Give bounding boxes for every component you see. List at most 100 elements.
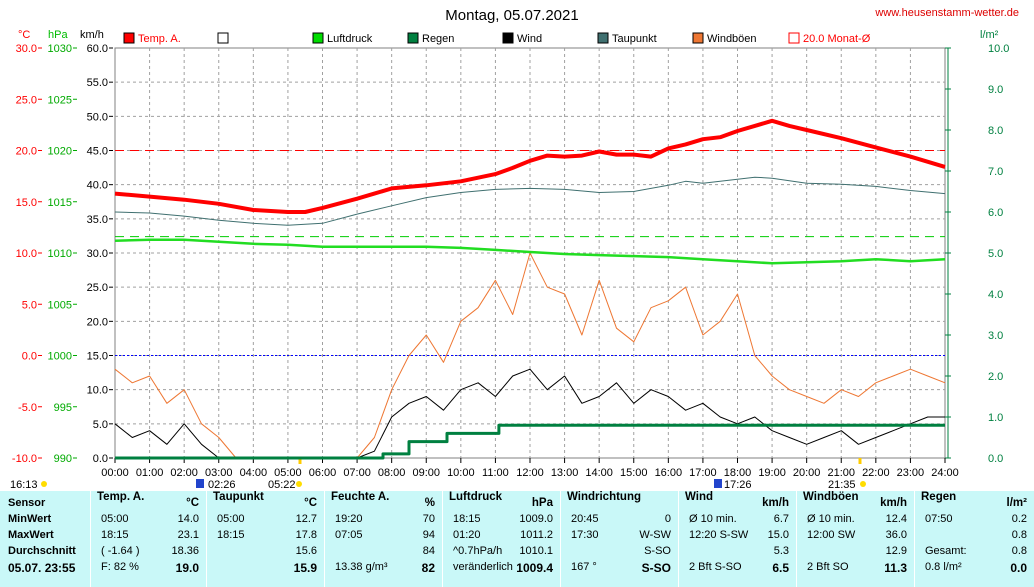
rain-tick-label: 6.0 bbox=[988, 207, 1003, 219]
cell-sub: 01:20 bbox=[453, 529, 481, 541]
legend-label: Wind bbox=[517, 33, 542, 45]
site-link[interactable]: www.heusenstamm-wetter.de bbox=[874, 7, 1019, 19]
speed-tick-label: 35.0 bbox=[87, 214, 108, 226]
cell-value: 19.0 bbox=[175, 561, 199, 575]
legend-label: 20.0 Monat-Ø bbox=[803, 33, 871, 45]
time-tick-label: 13:00 bbox=[551, 467, 579, 479]
time-tick-label: 05:00 bbox=[274, 467, 302, 479]
rain-tick-label: 7.0 bbox=[988, 166, 1003, 178]
speed-tick-label: 30.0 bbox=[87, 248, 108, 260]
cell-value: 14.0 bbox=[177, 513, 199, 525]
table-column: Feuchte A.% 19:20 70 07:05 94 84 13.38 g/m³ 82 bbox=[324, 491, 443, 587]
table-column: Windböen km/h Ø 10 min. 12.4 12:00 SW 36.0 12.… bbox=[796, 491, 915, 587]
cell-sub: F: 82 % bbox=[101, 561, 139, 573]
legend-swatch bbox=[123, 32, 135, 44]
temp-tick-label: 30.0 bbox=[16, 43, 37, 55]
cell-sub: 167 ° bbox=[571, 561, 597, 573]
column-title: Regen bbox=[921, 491, 957, 503]
time-tick-label: 18:00 bbox=[724, 467, 752, 479]
series-temp-a bbox=[114, 118, 946, 214]
temp-tick-label: -10.0 bbox=[12, 453, 37, 465]
pressure-tick-label: 1010 bbox=[48, 248, 72, 260]
temp-tick-label: 20.0 bbox=[16, 146, 37, 158]
pressure-tick-label: 1000 bbox=[48, 351, 72, 363]
cell-sub: ^0.7hPa/h bbox=[453, 545, 503, 557]
cell-value: 15.6 bbox=[295, 545, 317, 557]
time-tick-label: 06:00 bbox=[309, 467, 337, 479]
row-label: MinWert bbox=[8, 513, 52, 525]
cell-value: 15.9 bbox=[293, 561, 317, 575]
legend-label: Regen bbox=[422, 33, 454, 45]
sunset-icon bbox=[860, 481, 866, 487]
time-tick-label: 04:00 bbox=[240, 467, 268, 479]
chart-axes: 30.0 25.0 20.0 15.0 10.0 5.0 0.0 -5.0 -10.0 1030 1… bbox=[10, 43, 1009, 491]
time-tick-label: 03:00 bbox=[205, 467, 233, 479]
speed-tick-label: 20.0 bbox=[87, 316, 108, 328]
sun-icon bbox=[41, 481, 47, 487]
temp-tick-label: 25.0 bbox=[16, 94, 37, 106]
cell-sub: Ø 10 min. bbox=[807, 513, 855, 525]
pressure-tick-label: 1030 bbox=[48, 43, 72, 55]
legend-swatch bbox=[502, 32, 514, 44]
rain-tick-label: 3.0 bbox=[988, 330, 1003, 342]
rain-unit-label: l/m² bbox=[980, 29, 999, 41]
cell-value: W-SW bbox=[639, 529, 671, 541]
speed-unit-label: km/h bbox=[80, 29, 104, 41]
time-tick-label: 20:00 bbox=[793, 467, 821, 479]
row-label: Durchschnitt bbox=[8, 545, 76, 557]
cell-sub: 19:20 bbox=[335, 513, 363, 525]
cell-sub: veränderlich bbox=[453, 561, 513, 573]
weather-chart: Montag, 05.07.2021 www.heusenstamm-wette… bbox=[10, 7, 1019, 491]
cell-sub: 05:00 bbox=[217, 513, 245, 525]
cell-value: 84 bbox=[422, 545, 435, 557]
table-column: Luftdruck hPa 18:15 1009.0 01:20 1011.2 ^0.7hP… bbox=[442, 491, 561, 587]
cell-value: 36.0 bbox=[885, 529, 907, 541]
cell-sub: 18:15 bbox=[101, 529, 129, 541]
speed-tick-label: 5.0 bbox=[93, 419, 108, 431]
cell-sub: 17:30 bbox=[571, 529, 599, 541]
cell-sub: 0.8 l/m² bbox=[925, 561, 962, 573]
time-tick-label: 23:00 bbox=[897, 467, 925, 479]
speed-tick-label: 0.0 bbox=[93, 453, 108, 465]
cell-sub: 12:00 SW bbox=[807, 529, 856, 541]
sunrise-icon bbox=[296, 481, 302, 487]
chart-legend: Temp. A. Luftdruck Regen Wind Taupunkt Windbö… bbox=[123, 32, 871, 45]
rain-tick-label: 2.0 bbox=[988, 371, 1003, 383]
table-column: Taupunkt °C 05:00 12.7 18:15 17.8 15.6 15.9 bbox=[206, 491, 325, 587]
cell-value: 12.7 bbox=[295, 513, 317, 525]
column-unit: km/h bbox=[762, 497, 789, 509]
cell-value: 94 bbox=[422, 529, 435, 541]
time-tick-label: 21:00 bbox=[827, 467, 855, 479]
rain-tick-label: 0.0 bbox=[988, 453, 1003, 465]
column-title: Luftdruck bbox=[449, 491, 503, 503]
table-column: Windrichtung 20:45 0 17:30 W-SW S-SO 167 ° S-SO bbox=[560, 491, 679, 587]
time-tick-label: 02:00 bbox=[170, 467, 198, 479]
event-marker-label: 16:13 bbox=[10, 479, 38, 491]
pressure-unit-label: hPa bbox=[48, 29, 68, 41]
cell-value: 1011.2 bbox=[520, 529, 553, 541]
cell-sub: Gesamt: bbox=[925, 545, 967, 557]
time-tick-label: 24:00 bbox=[931, 467, 959, 479]
temp-tick-label: -5.0 bbox=[18, 402, 37, 414]
row-label: 05.07. 23:55 bbox=[8, 561, 76, 575]
time-tick-label: 09:00 bbox=[412, 467, 440, 479]
column-title: Feuchte A. bbox=[331, 491, 390, 503]
column-unit: hPa bbox=[531, 497, 553, 509]
time-tick-label: 01:00 bbox=[136, 467, 164, 479]
cell-sub: 18:15 bbox=[453, 513, 481, 525]
rain-tick-label: 9.0 bbox=[988, 84, 1003, 96]
time-tick-label: 15:00 bbox=[620, 467, 648, 479]
cell-sub: 13.38 g/m³ bbox=[335, 561, 388, 573]
table-column: Temp. A. °C 05:00 14.0 18:15 23.1 ( -1.64 ) 18.… bbox=[90, 491, 207, 587]
rain-tick-label: 5.0 bbox=[988, 248, 1003, 260]
column-unit: l/m² bbox=[1006, 497, 1027, 509]
column-title: Windrichtung bbox=[567, 491, 641, 503]
event-marker-label: 21:35 bbox=[828, 479, 856, 491]
cell-value: 17.8 bbox=[295, 529, 317, 541]
cell-value: 1010.1 bbox=[519, 545, 553, 557]
rain-tick-label: 10.0 bbox=[988, 43, 1009, 55]
column-title: Taupunkt bbox=[213, 491, 264, 503]
cell-value: 6.7 bbox=[773, 513, 789, 525]
speed-tick-label: 50.0 bbox=[87, 111, 108, 123]
